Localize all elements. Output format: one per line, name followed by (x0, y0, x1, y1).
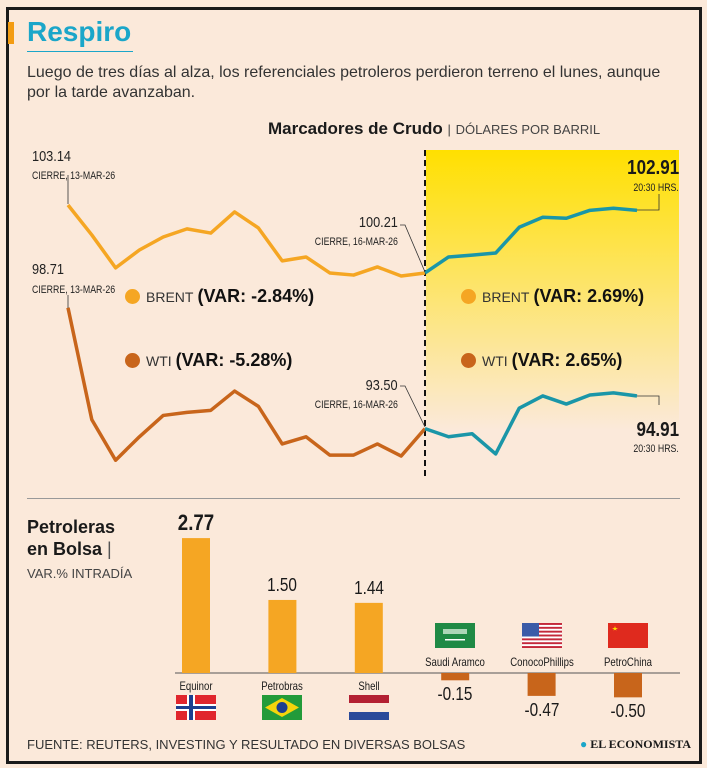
bar-value-label: 1.44 (353, 577, 384, 598)
leader-line (400, 224, 426, 273)
wti-start-value: 98.71 (32, 261, 64, 278)
bar-value-label: -0.50 (610, 701, 646, 722)
bar-chart-subtitle: VAR.% INTRADÍA (27, 566, 133, 581)
bar-petrobras (268, 599, 297, 673)
wti-close-label: CIERRE, 16-MAR-26 (314, 399, 398, 411)
netherlands-flag-icon (348, 695, 389, 720)
legend-wti-session: WTI (VAR: -5.28%) (125, 350, 292, 371)
bar-conocophillips (527, 673, 556, 696)
logo-globe-icon: ● (580, 737, 588, 751)
usa-flag-icon (521, 623, 562, 648)
publisher-logo: ● EL ECONOMISTA (580, 737, 691, 752)
leader-line (637, 194, 660, 211)
bar-value-label: 2.77 (177, 510, 215, 536)
china-flag-icon (608, 623, 648, 648)
bar-petrochina (614, 673, 642, 698)
wti-close-value: 93.50 (366, 377, 398, 394)
brent-line-after-close (424, 206, 638, 275)
legend-brent-session: BRENT (VAR: -2.84%) (125, 286, 314, 307)
legend-label: BRENT (482, 288, 530, 305)
page-title: Respiro (27, 16, 132, 47)
subtitle: Luego de tres días al alza, los referenc… (27, 64, 661, 101)
section-divider (27, 498, 680, 499)
line-chart-title-text: Marcadores de Crudo (268, 119, 443, 138)
brent-dot-icon (125, 289, 140, 304)
leader-line (400, 385, 426, 428)
brent-close-value: 100.21 (358, 214, 398, 231)
brent-last-value: 102.91 (627, 157, 679, 179)
legend-brent-after-close: BRENT (VAR: 2.69%) (461, 286, 644, 307)
norway-flag-icon (176, 695, 216, 720)
bar-title-line1: Petroleras (27, 517, 116, 537)
bar-value-label: -0.47 (524, 699, 560, 720)
legend-label: WTI (146, 352, 172, 369)
title-underline (27, 51, 133, 52)
legend-variation: (VAR: -5.28%) (175, 350, 293, 370)
bar-equinor (182, 538, 210, 673)
bar-category-label: Petrobras (261, 679, 304, 693)
bar-shell (354, 602, 383, 673)
logo-text: EL ECONOMISTA (590, 737, 692, 751)
legend-variation: (VAR: -2.84%) (197, 286, 315, 306)
legend-wti-after-close: WTI (VAR: 2.65%) (461, 350, 622, 371)
brent-dot-icon (461, 289, 476, 304)
legend-label: BRENT (146, 288, 194, 305)
brent-line-session (66, 203, 426, 278)
title-accent-bar (8, 22, 14, 44)
bar-category-label: Equinor (179, 679, 213, 693)
wti-dot-icon (125, 353, 140, 368)
bar-value-label: 1.50 (267, 574, 298, 595)
brent-close-label: CIERRE, 16-MAR-26 (314, 236, 398, 248)
wti-last-label: 20:30 HRS. (633, 443, 680, 455)
legend-variation: (VAR: 2.65%) (511, 350, 623, 370)
source-note: FUENTE: REUTERS, INVESTING Y RESULTADO E… (27, 737, 466, 752)
saudi-arabia-flag-icon (435, 623, 476, 648)
brent-last-label: 20:30 HRS. (633, 182, 680, 194)
bar-category-label: Saudi Aramco (425, 655, 486, 669)
bar-value-label: -0.15 (437, 684, 473, 705)
bar-category-label: ConocoPhillips (509, 655, 574, 669)
line-chart-unit: DÓLARES POR BARRIL (455, 122, 601, 137)
bar-title-line2: en Bolsa (27, 539, 103, 559)
separator: | (447, 122, 451, 137)
leader-line (637, 395, 660, 405)
legend-variation: (VAR: 2.69%) (533, 286, 645, 306)
legend-label: WTI (482, 352, 508, 369)
bar-saudi-aramco (441, 673, 470, 681)
brent-start-value: 103.14 (32, 148, 72, 165)
wti-dot-icon (461, 353, 476, 368)
line-chart-title: Marcadores de Crudo | DÓLARES POR BARRIL (268, 119, 600, 139)
wti-line-session (66, 307, 427, 462)
separator: | (107, 539, 112, 559)
wti-line-after-close (424, 391, 638, 456)
bar-chart-title: Petroleras en Bolsa | (27, 516, 115, 560)
bar-category-label: PetroChina (603, 655, 653, 669)
wti-start-label: CIERRE, 13-MAR-26 (32, 284, 116, 296)
bar-category-label: Shell (358, 679, 380, 693)
brent-start-label: CIERRE, 13-MAR-26 (32, 170, 116, 182)
wti-last-value: 94.91 (636, 419, 679, 441)
brazil-flag-icon (262, 695, 303, 720)
